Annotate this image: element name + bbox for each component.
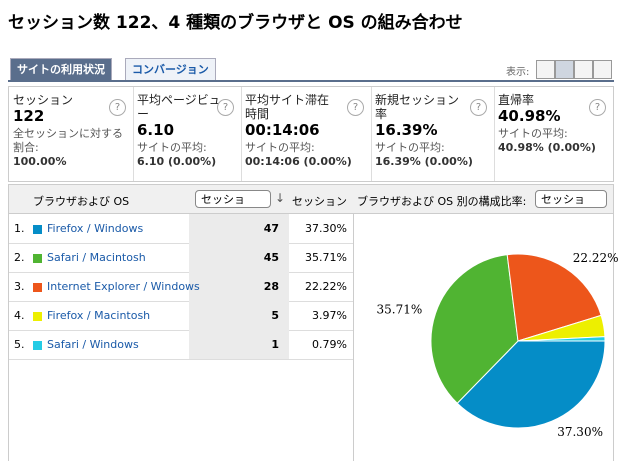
legend-swatch	[33, 225, 42, 234]
legend-swatch	[33, 283, 42, 292]
table-row: 5. Safari / Windows 1 0.79%	[9, 330, 353, 360]
metric-value: 40.98%	[498, 107, 561, 125]
pie-slice	[506, 253, 602, 342]
pie-label: 37.30%	[557, 425, 603, 439]
legend-swatch	[33, 312, 42, 321]
share: 0.79%	[312, 338, 347, 351]
sort-column	[189, 214, 289, 243]
metrics: セッション 122 全セッションに対する割合: 100.00%? 平均ページビュー 6.1…	[8, 86, 614, 182]
legend-swatch	[33, 254, 42, 263]
sort-column	[189, 330, 289, 359]
note-value: 16.39% (0.00%)	[375, 155, 473, 168]
metric-value: 16.39%	[375, 121, 438, 139]
note-label: サイトの平均:	[498, 127, 568, 140]
metric-header: セッション	[292, 195, 347, 208]
table-row: 1. Firefox / Windows 47 37.30%	[9, 214, 353, 244]
table-row: 3. Internet Explorer / Windows 28 22.22%	[9, 272, 353, 302]
metric-label: セッション	[13, 93, 74, 107]
sort-column	[189, 272, 289, 301]
view-button[interactable]	[593, 60, 612, 79]
share: 3.97%	[312, 309, 347, 322]
table: ブラウザおよび OS セッショ ↓ セッション ブラウザおよび OS 別の構成比…	[8, 184, 614, 461]
help-icon: ?	[347, 99, 364, 116]
note-label: サイトの平均:	[375, 141, 445, 154]
tab[interactable]: コンバージョン	[125, 58, 216, 80]
metric-note: サイトの平均: 16.39% (0.00%)	[375, 141, 494, 169]
help-icon: ?	[109, 99, 126, 116]
metric-label: 直帰率	[498, 93, 535, 107]
metric-label: 平均ページビュー	[137, 93, 221, 121]
row-name: Firefox / Windows	[47, 222, 144, 235]
metric: 直帰率 40.98% サイトの平均: 40.98% (0.00%)?	[494, 87, 613, 181]
row-name: Safari / Macintosh	[47, 251, 146, 264]
divider	[353, 213, 354, 461]
note-value: 40.98% (0.00%)	[498, 141, 596, 154]
pie-label: 35.71%	[376, 302, 422, 316]
help-icon: ?	[217, 99, 234, 116]
dimension-header: ブラウザおよび OS	[33, 195, 130, 208]
metric-note: 全セッションに対する割合: 100.00%	[13, 127, 133, 169]
metric: 平均ページビュー 6.10 サイトの平均: 6.10 (0.00%)?	[133, 87, 242, 181]
metric: セッション 122 全セッションに対する割合: 100.00%?	[9, 87, 134, 181]
metric-value: 00:14:06	[245, 121, 320, 139]
sort-select[interactable]: セッショ	[195, 190, 271, 208]
sessions: 5	[271, 309, 279, 322]
note-label: 全セッションに対する割合:	[13, 127, 123, 154]
row-name: Safari / Windows	[47, 338, 139, 351]
rank: 5.	[14, 338, 25, 351]
note-label: サイトの平均:	[137, 141, 207, 154]
share: 37.30%	[305, 222, 347, 235]
chart-header: ブラウザおよび OS 別の構成比率:	[357, 195, 527, 208]
metric-label: 平均サイト滞在時間	[245, 93, 330, 121]
tab[interactable]: サイトの利用状況	[10, 58, 112, 80]
metric-value: 122	[13, 107, 45, 125]
metric-note: サイトの平均: 40.98% (0.00%)	[498, 127, 613, 155]
share: 35.71%	[305, 251, 347, 264]
note-value: 100.00%	[13, 155, 67, 168]
view-label: 表示:	[506, 67, 530, 78]
metric: 平均サイト滞在時間 00:14:06 サイトの平均: 00:14:06 (0.00%)…	[241, 87, 372, 181]
rank: 2.	[14, 251, 25, 264]
sessions: 47	[263, 222, 279, 235]
table-row: 2. Safari / Macintosh 45 35.71%	[9, 243, 353, 273]
note-label: サイトの平均:	[245, 141, 315, 154]
rank: 1.	[14, 222, 25, 235]
sessions: 1	[271, 338, 279, 351]
rank: 4.	[14, 309, 25, 322]
pie-label: 22.22%	[573, 251, 619, 265]
sort-arrow[interactable]: ↓	[275, 191, 286, 205]
help-icon: ?	[470, 99, 487, 116]
sessions: 45	[263, 251, 279, 264]
view-button[interactable]	[536, 60, 555, 79]
table-row: 4. Firefox / Macintosh 5 3.97%	[9, 301, 353, 331]
metric-note: サイトの平均: 6.10 (0.00%)	[137, 141, 241, 169]
note-value: 00:14:06 (0.00%)	[245, 155, 352, 168]
metric-label: 新規セッション率	[375, 93, 460, 121]
sessions: 28	[263, 280, 279, 293]
rank: 3.	[14, 280, 25, 293]
table-header: ブラウザおよび OS セッショ ↓ セッション ブラウザおよび OS 別の構成比…	[9, 185, 613, 214]
metric-note: サイトの平均: 00:14:06 (0.00%)	[245, 141, 371, 169]
share: 22.22%	[305, 280, 347, 293]
title: セッション数 122、4 種類のブラウザと OS の組み合わせ	[8, 13, 463, 33]
help-icon: ?	[589, 99, 606, 116]
note-value: 6.10 (0.00%)	[137, 155, 217, 168]
metric-value: 6.10	[137, 121, 175, 139]
sort-column	[189, 243, 289, 272]
pie-slice	[456, 340, 606, 429]
view-button[interactable]	[555, 60, 574, 79]
tab-line	[8, 80, 614, 82]
sort-column	[189, 301, 289, 330]
view-button[interactable]	[574, 60, 593, 79]
row-name: Internet Explorer / Windows	[47, 280, 200, 293]
pie-slice	[517, 336, 606, 342]
metric: 新規セッション率 16.39% サイトの平均: 16.39% (0.00%)?	[371, 87, 495, 181]
row-name: Firefox / Macintosh	[47, 309, 151, 322]
chart-select[interactable]: セッショ	[535, 190, 607, 208]
pie-slice	[430, 254, 519, 404]
legend-swatch	[33, 341, 42, 350]
